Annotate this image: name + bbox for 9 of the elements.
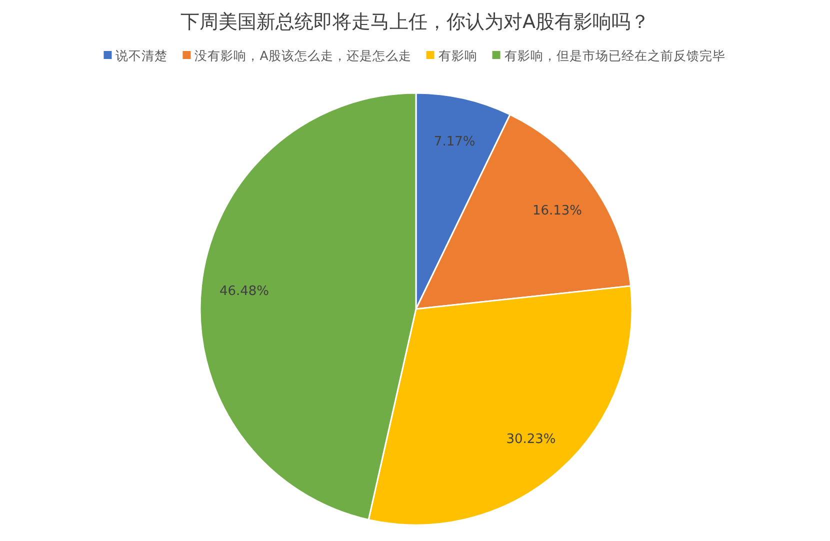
chart-title: 下周美国新总统即将走马上任，你认为对A股有影响吗？ — [180, 11, 650, 33]
data-label: 30.23% — [506, 432, 556, 447]
legend-label: 没有影响，A股该怎么走，还是怎么走 — [194, 48, 412, 63]
data-label: 46.48% — [219, 284, 270, 299]
data-label: 16.13% — [532, 203, 582, 218]
legend-label: 有影响 — [438, 48, 478, 63]
legend-label: 说不清楚 — [116, 48, 168, 63]
legend-label: 有影响，但是市场已经在之前反馈完毕 — [504, 48, 726, 63]
data-label: 7.17% — [434, 134, 476, 150]
